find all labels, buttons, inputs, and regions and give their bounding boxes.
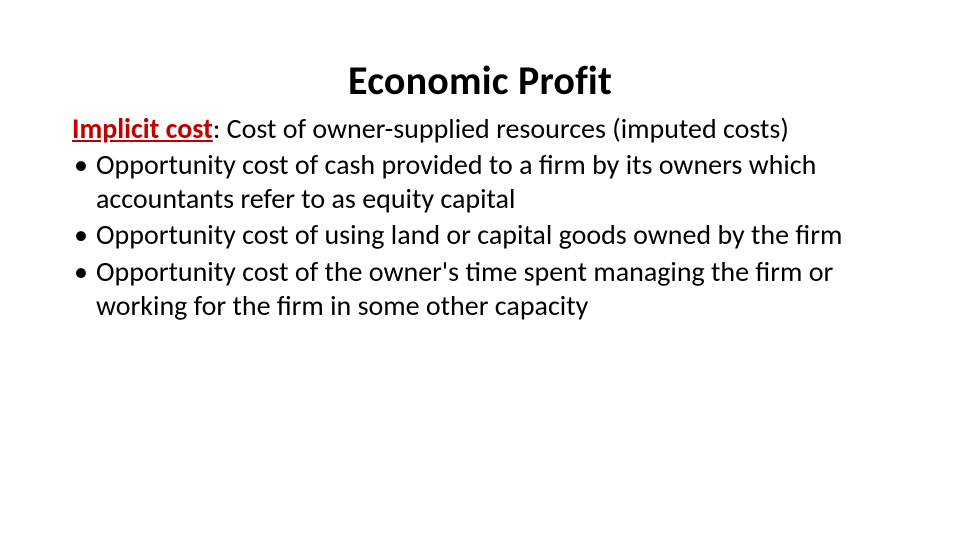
definition-text: : Cost of owner-supplied resources (impu… xyxy=(213,111,789,146)
slide-body: Implicit cost: Cost of owner-supplied re… xyxy=(72,112,888,323)
bullet-icon: • xyxy=(72,218,96,252)
list-item: • Opportunity cost of the owner's time s… xyxy=(72,255,888,323)
definition-line: Implicit cost: Cost of owner-supplied re… xyxy=(72,112,888,146)
list-item: • Opportunity cost of using land or capi… xyxy=(72,218,888,252)
bullet-text: Opportunity cost of cash provided to a f… xyxy=(96,148,888,216)
term-implicit-cost: Implicit cost xyxy=(72,111,213,146)
bullet-icon: • xyxy=(72,148,96,182)
bullet-text: Opportunity cost of using land or capita… xyxy=(96,218,888,252)
list-item: • Opportunity cost of cash provided to a… xyxy=(72,148,888,216)
slide: Economic Profit Implicit cost: Cost of o… xyxy=(0,0,960,540)
bullet-list: • Opportunity cost of cash provided to a… xyxy=(72,148,888,323)
bullet-text: Opportunity cost of the owner's time spe… xyxy=(96,255,888,323)
bullet-icon: • xyxy=(72,255,96,289)
slide-title: Economic Profit xyxy=(0,56,960,105)
